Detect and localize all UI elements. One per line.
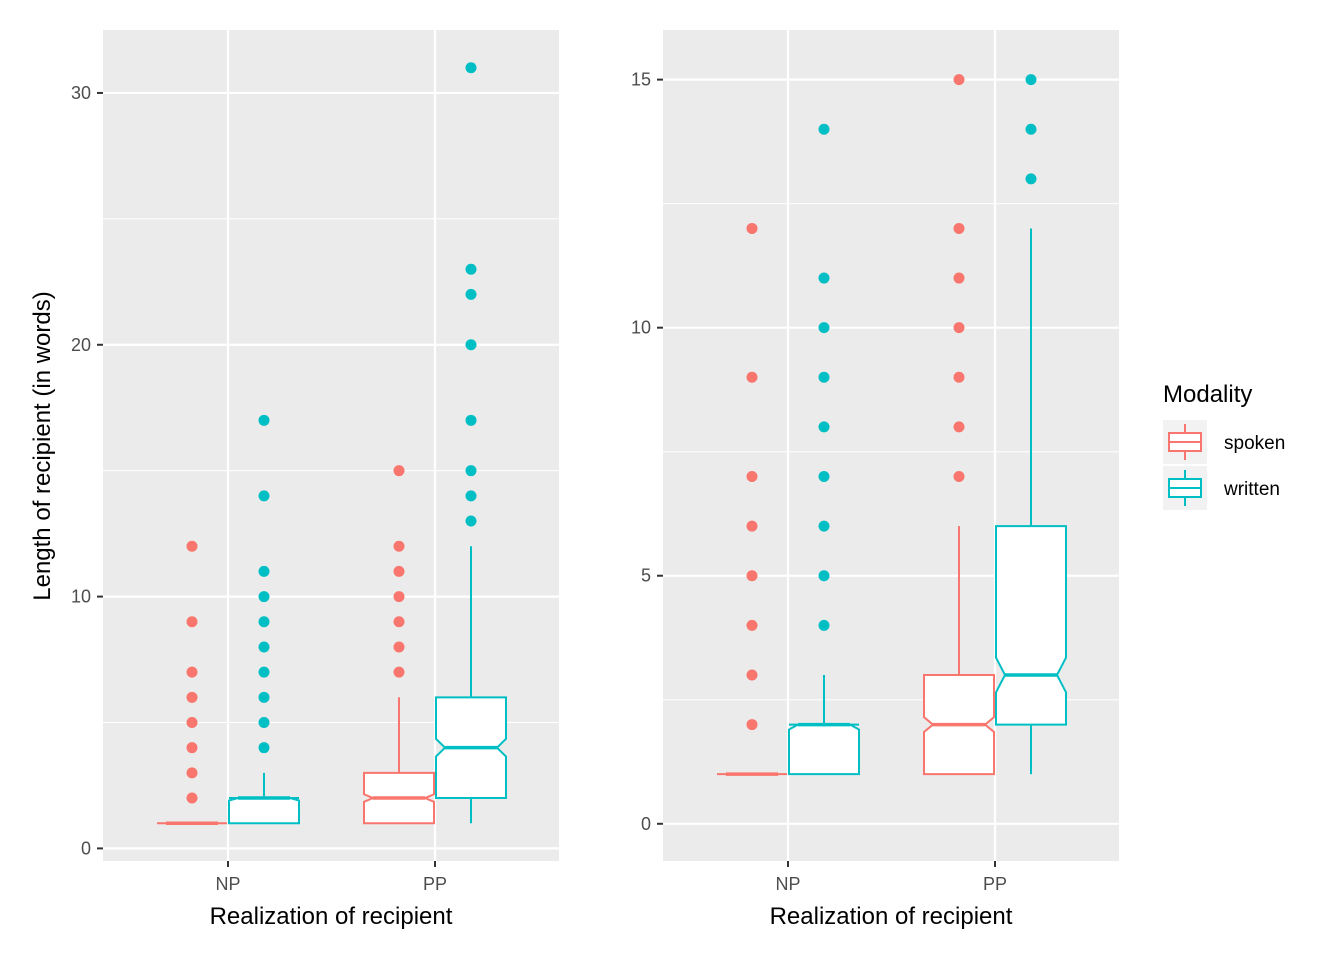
outlier-point <box>258 641 270 653</box>
outlier-point <box>465 288 477 300</box>
box-spoken-PP <box>363 465 435 825</box>
outlier-point <box>465 263 477 275</box>
outlier-point <box>818 272 830 284</box>
y-tick-label: 20 <box>71 335 91 355</box>
chart-panel-left: 0 10 20 30 NP PP <box>71 30 559 894</box>
outlier-point <box>953 222 965 234</box>
legend-key-written <box>1163 466 1207 510</box>
legend-label-written: written <box>1223 479 1280 500</box>
outlier-point <box>186 717 198 728</box>
outlier-point <box>1025 123 1037 135</box>
outlier-point <box>186 792 198 804</box>
outlier-point <box>953 322 965 334</box>
outlier-point <box>465 490 477 502</box>
box-written-PP <box>435 62 507 824</box>
box-spoken-PP <box>923 74 995 776</box>
outlier-point <box>818 619 830 631</box>
box-written-PP <box>995 74 1067 775</box>
outlier-point <box>953 74 965 86</box>
legend: Modality spoken written <box>1163 381 1285 510</box>
outlier-point <box>258 691 270 703</box>
outlier-point <box>746 669 758 681</box>
x-tick-label: NP <box>775 874 800 894</box>
x-axis-title-left: Realization of recipient <box>210 903 453 930</box>
outlier-point <box>393 641 405 653</box>
box-written-NP <box>788 123 860 776</box>
y-axis-title-left: Length of recipient (in words) <box>29 291 56 601</box>
outlier-point <box>1025 173 1037 185</box>
box-body <box>788 723 860 776</box>
outlier-point <box>746 371 758 383</box>
outlier-point <box>465 414 477 426</box>
outlier-point <box>393 565 405 577</box>
outlier-point <box>746 520 758 532</box>
outlier-point <box>818 371 830 383</box>
outlier-point <box>953 471 965 483</box>
outlier-point <box>818 471 830 483</box>
outlier-point <box>186 767 198 779</box>
outlier-point <box>393 591 405 603</box>
outlier-point <box>818 123 830 135</box>
outlier-point <box>818 570 830 582</box>
outlier-point <box>1025 74 1037 86</box>
outlier-point <box>953 421 965 433</box>
outlier-point <box>818 421 830 433</box>
outlier-point <box>258 666 270 678</box>
y-tick-label: 0 <box>81 838 91 858</box>
outlier-point <box>818 322 830 334</box>
legend-key-spoken <box>1163 420 1207 464</box>
y-tick-label: 10 <box>631 318 651 338</box>
outlier-point <box>258 414 270 426</box>
legend-title: Modality <box>1163 381 1252 408</box>
outlier-point <box>818 520 830 532</box>
y-tick-label: 15 <box>631 70 651 90</box>
outlier-point <box>746 719 758 731</box>
box-body <box>995 525 1067 726</box>
outlier-point <box>258 742 270 754</box>
x-tick-label: PP <box>983 874 1007 894</box>
outlier-point <box>258 591 270 603</box>
y-tick-label: 5 <box>641 566 651 586</box>
legend-label-spoken: spoken <box>1224 433 1285 454</box>
outlier-point <box>393 666 405 678</box>
outlier-point <box>186 666 198 678</box>
box-body <box>228 797 300 825</box>
outlier-point <box>393 616 405 628</box>
outlier-point <box>393 540 405 552</box>
outlier-point <box>953 272 965 284</box>
outlier-point <box>465 339 477 351</box>
box-spoken-NP <box>717 222 787 776</box>
y-tick-label: 30 <box>71 83 91 103</box>
outlier-point <box>746 471 758 483</box>
box-spoken-NP <box>157 540 227 825</box>
outlier-point <box>746 619 758 631</box>
outlier-point <box>746 570 758 582</box>
x-tick-label: NP <box>215 874 240 894</box>
outlier-point <box>953 371 965 383</box>
outlier-point <box>746 222 758 234</box>
outlier-point <box>186 691 198 703</box>
x-axis-title-right: Realization of recipient <box>770 903 1013 930</box>
outlier-point <box>258 616 270 628</box>
outlier-point <box>186 540 198 552</box>
outlier-point <box>258 717 270 728</box>
outlier-point <box>465 515 477 527</box>
panel-background <box>663 30 1119 861</box>
x-tick-label: PP <box>423 874 447 894</box>
y-tick-label: 10 <box>71 587 91 607</box>
outlier-point <box>258 565 270 577</box>
box-written-NP <box>228 414 300 825</box>
outlier-point <box>186 742 198 754</box>
outlier-point <box>465 465 477 477</box>
chart-panel-right: 0 5 10 15 NP PP <box>631 30 1119 894</box>
outlier-point <box>186 616 198 628</box>
y-tick-label: 0 <box>641 814 651 834</box>
outlier-point <box>465 62 477 74</box>
outlier-point <box>393 465 405 477</box>
outlier-point <box>258 490 270 502</box>
